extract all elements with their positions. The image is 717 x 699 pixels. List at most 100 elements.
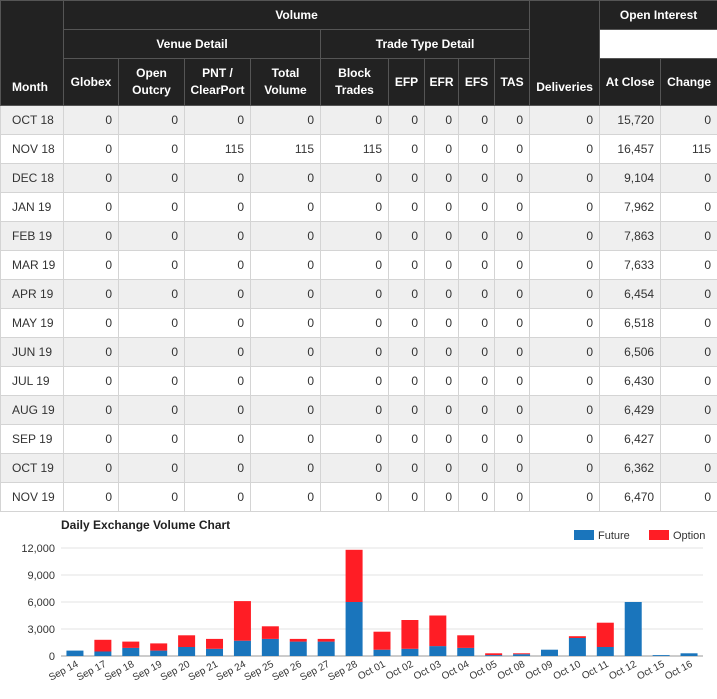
cell-change: 0 bbox=[661, 280, 717, 309]
cell-globex: 0 bbox=[64, 367, 119, 396]
group-header-volume: Volume bbox=[64, 1, 530, 30]
cell-total-volume: 0 bbox=[251, 164, 321, 193]
col-header-efs: EFS bbox=[459, 59, 495, 106]
x-tick-label: Sep 28 bbox=[326, 659, 360, 684]
cell-tas: 0 bbox=[495, 135, 530, 164]
cell-efp: 0 bbox=[389, 164, 425, 193]
x-tick-label: Oct 09 bbox=[524, 659, 556, 683]
cell-tas: 0 bbox=[495, 454, 530, 483]
legend-label-option: Option bbox=[673, 530, 705, 542]
cell-efp: 0 bbox=[389, 425, 425, 454]
cell-month: FEB 19 bbox=[1, 222, 64, 251]
group-header-venue-detail: Venue Detail bbox=[64, 30, 321, 59]
cell-block-trades: 0 bbox=[321, 454, 389, 483]
cell-open-outcry: 0 bbox=[119, 164, 185, 193]
x-tick-label: Sep 18 bbox=[103, 659, 137, 684]
cell-efr: 0 bbox=[425, 367, 459, 396]
cell-total-volume: 0 bbox=[251, 367, 321, 396]
cell-change: 0 bbox=[661, 396, 717, 425]
cell-change: 0 bbox=[661, 367, 717, 396]
cell-deliveries: 0 bbox=[530, 251, 600, 280]
x-tick-label: Oct 15 bbox=[635, 659, 667, 683]
x-tick-label: Sep 24 bbox=[215, 659, 249, 684]
bar-future bbox=[569, 638, 586, 656]
cell-change: 0 bbox=[661, 106, 717, 135]
x-tick-label: Oct 12 bbox=[607, 659, 639, 683]
cell-deliveries: 0 bbox=[530, 454, 600, 483]
cell-change: 115 bbox=[661, 135, 717, 164]
bar-option bbox=[178, 635, 195, 647]
bar-future bbox=[178, 647, 195, 656]
cell-efp: 0 bbox=[389, 135, 425, 164]
cell-at-close: 9,104 bbox=[600, 164, 661, 193]
cell-block-trades: 0 bbox=[321, 106, 389, 135]
cell-globex: 0 bbox=[64, 425, 119, 454]
x-tick-label: Oct 10 bbox=[552, 659, 584, 683]
cell-block-trades: 0 bbox=[321, 338, 389, 367]
cell-efp: 0 bbox=[389, 106, 425, 135]
cell-at-close: 7,962 bbox=[600, 193, 661, 222]
bar-option bbox=[485, 653, 502, 655]
y-tick-label: 12,000 bbox=[21, 543, 55, 555]
cell-efs: 0 bbox=[459, 396, 495, 425]
y-tick-label: 0 bbox=[49, 651, 55, 663]
cell-tas: 0 bbox=[495, 483, 530, 512]
cell-efs: 0 bbox=[459, 193, 495, 222]
x-tick-label: Sep 27 bbox=[298, 659, 332, 684]
cell-open-outcry: 0 bbox=[119, 483, 185, 512]
cell-pnt-clearport: 115 bbox=[185, 135, 251, 164]
cell-total-volume: 0 bbox=[251, 396, 321, 425]
cell-efr: 0 bbox=[425, 425, 459, 454]
cell-at-close: 6,518 bbox=[600, 309, 661, 338]
bar-option bbox=[206, 639, 223, 649]
x-tick-label: Sep 20 bbox=[159, 659, 193, 684]
cell-total-volume: 0 bbox=[251, 251, 321, 280]
cell-efs: 0 bbox=[459, 280, 495, 309]
cell-open-outcry: 0 bbox=[119, 425, 185, 454]
cell-pnt-clearport: 0 bbox=[185, 483, 251, 512]
bar-future bbox=[346, 602, 363, 656]
cell-efp: 0 bbox=[389, 396, 425, 425]
bar-future bbox=[290, 642, 307, 656]
cell-deliveries: 0 bbox=[530, 135, 600, 164]
cell-tas: 0 bbox=[495, 309, 530, 338]
cell-efp: 0 bbox=[389, 280, 425, 309]
cell-total-volume: 0 bbox=[251, 309, 321, 338]
cell-at-close: 6,454 bbox=[600, 280, 661, 309]
cell-efs: 0 bbox=[459, 106, 495, 135]
bar-option bbox=[318, 639, 335, 642]
bar-future bbox=[457, 648, 474, 656]
cell-pnt-clearport: 0 bbox=[185, 454, 251, 483]
y-tick-label: 3,000 bbox=[27, 624, 55, 636]
bar-option bbox=[513, 653, 530, 654]
cell-tas: 0 bbox=[495, 222, 530, 251]
bar-option bbox=[569, 636, 586, 638]
cell-efr: 0 bbox=[425, 280, 459, 309]
legend-label-future: Future bbox=[598, 530, 630, 542]
cell-block-trades: 0 bbox=[321, 367, 389, 396]
cell-month: AUG 19 bbox=[1, 396, 64, 425]
cell-globex: 0 bbox=[64, 135, 119, 164]
x-tick-label: Oct 05 bbox=[468, 659, 500, 683]
cell-pnt-clearport: 0 bbox=[185, 338, 251, 367]
cell-month: JUL 19 bbox=[1, 367, 64, 396]
cell-open-outcry: 0 bbox=[119, 193, 185, 222]
bar-option bbox=[290, 639, 307, 642]
cell-globex: 0 bbox=[64, 222, 119, 251]
cell-efr: 0 bbox=[425, 135, 459, 164]
bar-future bbox=[541, 650, 558, 656]
x-tick-label: Oct 08 bbox=[496, 659, 528, 683]
cell-open-outcry: 0 bbox=[119, 280, 185, 309]
cell-month: DEC 18 bbox=[1, 164, 64, 193]
bar-future bbox=[374, 650, 391, 656]
cell-pnt-clearport: 0 bbox=[185, 222, 251, 251]
legend-swatch-future bbox=[574, 530, 594, 540]
cell-globex: 0 bbox=[64, 164, 119, 193]
col-header-deliveries: Deliveries bbox=[530, 1, 600, 106]
cell-total-volume: 0 bbox=[251, 106, 321, 135]
